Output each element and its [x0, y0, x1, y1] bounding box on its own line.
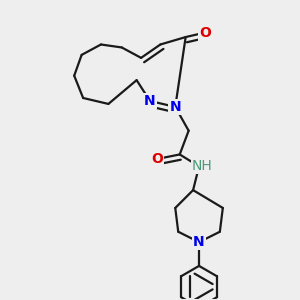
Text: N: N — [144, 94, 156, 108]
Text: NH: NH — [192, 159, 212, 173]
Text: N: N — [193, 235, 205, 249]
Text: N: N — [169, 100, 181, 114]
Text: O: O — [152, 152, 164, 166]
Text: O: O — [199, 26, 211, 40]
